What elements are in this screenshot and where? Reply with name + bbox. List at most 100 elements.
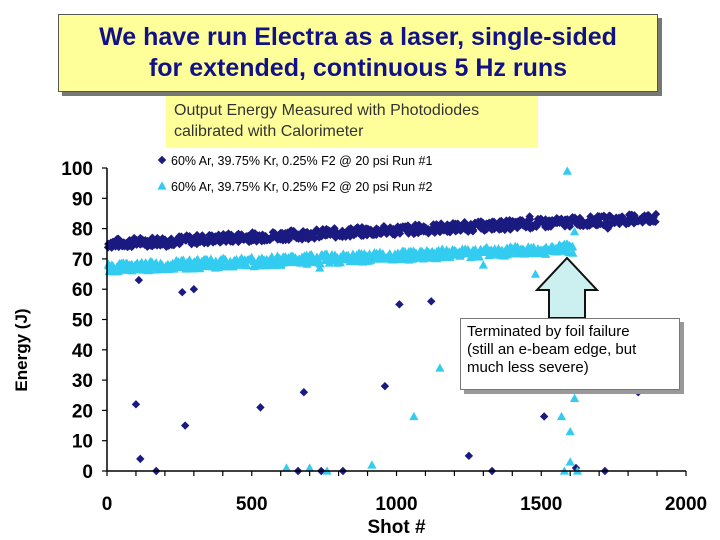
slide-title: We have run Electra as a laser, single-s…: [99, 23, 617, 82]
series1-point: [256, 403, 265, 412]
series1-point: [379, 227, 389, 236]
series1-point: [468, 227, 478, 236]
chart-subtitle-box: Output Energy Measured with Photodiodes …: [166, 96, 538, 148]
series2-point: [409, 411, 419, 421]
series2-point: [556, 411, 567, 421]
series2-point: [220, 254, 230, 263]
series2-point: [367, 460, 377, 469]
series2-point: [281, 463, 292, 472]
series1-point: [539, 412, 549, 421]
annotation-text: Terminated by foil failure (still an e-b…: [467, 323, 637, 376]
series1-point: [395, 229, 405, 238]
legend-label-1: 60% Ar, 39.75% Kr, 0.25% F2 @ 20 psi Run…: [171, 154, 433, 168]
series1-point: [395, 300, 404, 309]
series1-point: [180, 421, 190, 430]
series1-point: [136, 454, 145, 464]
series2-point: [530, 269, 541, 278]
series1-point: [497, 216, 506, 226]
series2-point: [562, 166, 572, 175]
series1-point: [390, 230, 399, 240]
y-tick-label: 90: [72, 189, 93, 210]
series2-point: [478, 260, 488, 269]
series1-point: [131, 400, 141, 409]
series1-point: [532, 222, 541, 231]
series1-point: [211, 237, 220, 246]
series1-point: [189, 285, 199, 294]
series1-point: [427, 297, 436, 306]
series2-point: [305, 463, 315, 472]
series1-point: [345, 232, 355, 241]
series2-point: [567, 242, 577, 251]
series1-point: [651, 217, 660, 226]
series1-point: [528, 221, 537, 230]
series1-point: [404, 229, 413, 238]
legend-marker-2: [157, 181, 167, 190]
series1-point: [466, 219, 476, 229]
series1-point: [500, 223, 510, 232]
y-tick-label: 30: [72, 371, 93, 392]
series1-point: [563, 215, 572, 224]
y-tick-label: 0: [82, 462, 93, 483]
y-tick-label: 50: [72, 311, 93, 332]
series1-point: [175, 239, 184, 249]
series1-point: [380, 381, 390, 391]
annotation-box: Terminated by foil failure (still an e-b…: [460, 318, 680, 390]
series1-point: [456, 225, 466, 234]
series2-point: [242, 260, 252, 269]
series1-point: [490, 221, 500, 230]
series1-point: [198, 231, 207, 240]
series1-point: [254, 231, 264, 240]
series2-point: [569, 393, 580, 402]
series1-point: [638, 218, 647, 227]
x-axis-label: Shot #: [367, 517, 425, 538]
series1-point: [261, 231, 270, 241]
y-tick-label: 20: [72, 401, 93, 422]
series1-point: [603, 224, 613, 233]
slide-title-box: We have run Electra as a laser, single-s…: [58, 14, 658, 92]
x-tick-label: 1500: [520, 494, 562, 515]
series1-point: [565, 221, 574, 230]
series1-point: [572, 219, 581, 229]
series1-point: [134, 275, 144, 285]
x-tick-label: 2000: [665, 494, 707, 515]
series1-point: [341, 232, 350, 241]
series1-point: [649, 213, 658, 222]
series2-point: [315, 259, 325, 268]
series1-point: [594, 212, 604, 221]
y-tick-label: 60: [72, 280, 93, 301]
series1-point: [634, 388, 643, 397]
series1-point: [464, 451, 474, 461]
annotation-arrow: [534, 256, 600, 319]
series1-point: [627, 215, 637, 225]
series1-point: [162, 242, 171, 251]
series1-point: [601, 214, 610, 223]
x-tick-label: 500: [236, 494, 268, 515]
chart-subtitle: Output Energy Measured with Photodiodes …: [174, 102, 480, 140]
y-tick-label: 10: [72, 432, 93, 453]
series2-point: [569, 227, 580, 236]
series2-point: [435, 363, 445, 372]
series1-point: [596, 219, 605, 228]
series1-point: [178, 288, 187, 297]
series1-point: [513, 223, 522, 233]
x-tick-label: 1000: [375, 494, 417, 515]
series1-point: [651, 209, 661, 219]
series1-point: [249, 235, 258, 245]
series2-point: [565, 457, 575, 466]
series1-point: [525, 212, 534, 221]
legend-label-2: 60% Ar, 39.75% Kr, 0.25% F2 @ 20 psi Run…: [171, 180, 433, 194]
series1-point: [518, 216, 527, 225]
y-tick-label: 40: [72, 341, 93, 362]
series1-point: [114, 234, 123, 243]
series1-point: [299, 388, 309, 397]
series1-point: [221, 231, 231, 240]
series1-point: [382, 229, 391, 239]
series2-point: [565, 427, 575, 436]
series1-point: [189, 237, 198, 246]
series2-point: [315, 263, 325, 272]
legend-marker-1: [157, 155, 167, 165]
y-tick-label: 70: [72, 250, 93, 271]
x-tick-label: 0: [102, 494, 113, 515]
series2-point: [568, 248, 578, 257]
